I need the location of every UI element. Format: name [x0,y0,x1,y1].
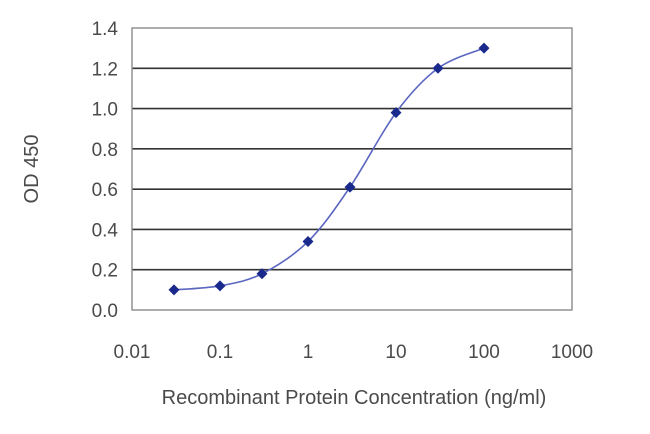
x-tick-label: 1000 [551,342,593,363]
y-axis-title: OD 450 [21,135,43,204]
x-tick-label: 0.1 [207,342,233,363]
data-point-5 [390,107,402,119]
plot-frame [131,27,573,311]
y-tick-label: 0.6 [92,180,118,201]
x-tick-label: 100 [468,342,500,363]
x-tick-labels: 0.01 0.1 1 10 100 1000 [114,342,594,363]
x-tick-label: 0.01 [114,342,151,363]
y-tick-label: 0.4 [92,220,119,241]
x-tick-label: 1 [303,342,314,363]
data-point-6 [432,62,444,74]
y-tick-labels: 0.0 0.2 0.4 0.6 0.8 1.0 1.2 1.4 [92,19,119,322]
y-tick-label: 0.2 [92,261,118,282]
grid-lines [132,67,572,271]
series-curve [173,47,485,291]
data-points [168,42,490,296]
data-point-7 [478,42,490,54]
y-tick-label: 1.2 [92,59,118,80]
y-tick-label: 0.8 [92,140,118,161]
data-point-0 [168,284,180,296]
data-point-4 [344,181,356,193]
y-tick-label: 0.0 [92,301,118,322]
y-tick-label: 1.4 [92,19,119,40]
data-point-1 [214,280,226,292]
data-point-2 [256,268,268,280]
y-tick-label: 1.0 [92,100,118,121]
data-point-3 [302,236,314,248]
x-tick-label: 10 [385,342,406,363]
x-axis-title: Recombinant Protein Concentration (ng/ml… [162,387,547,409]
